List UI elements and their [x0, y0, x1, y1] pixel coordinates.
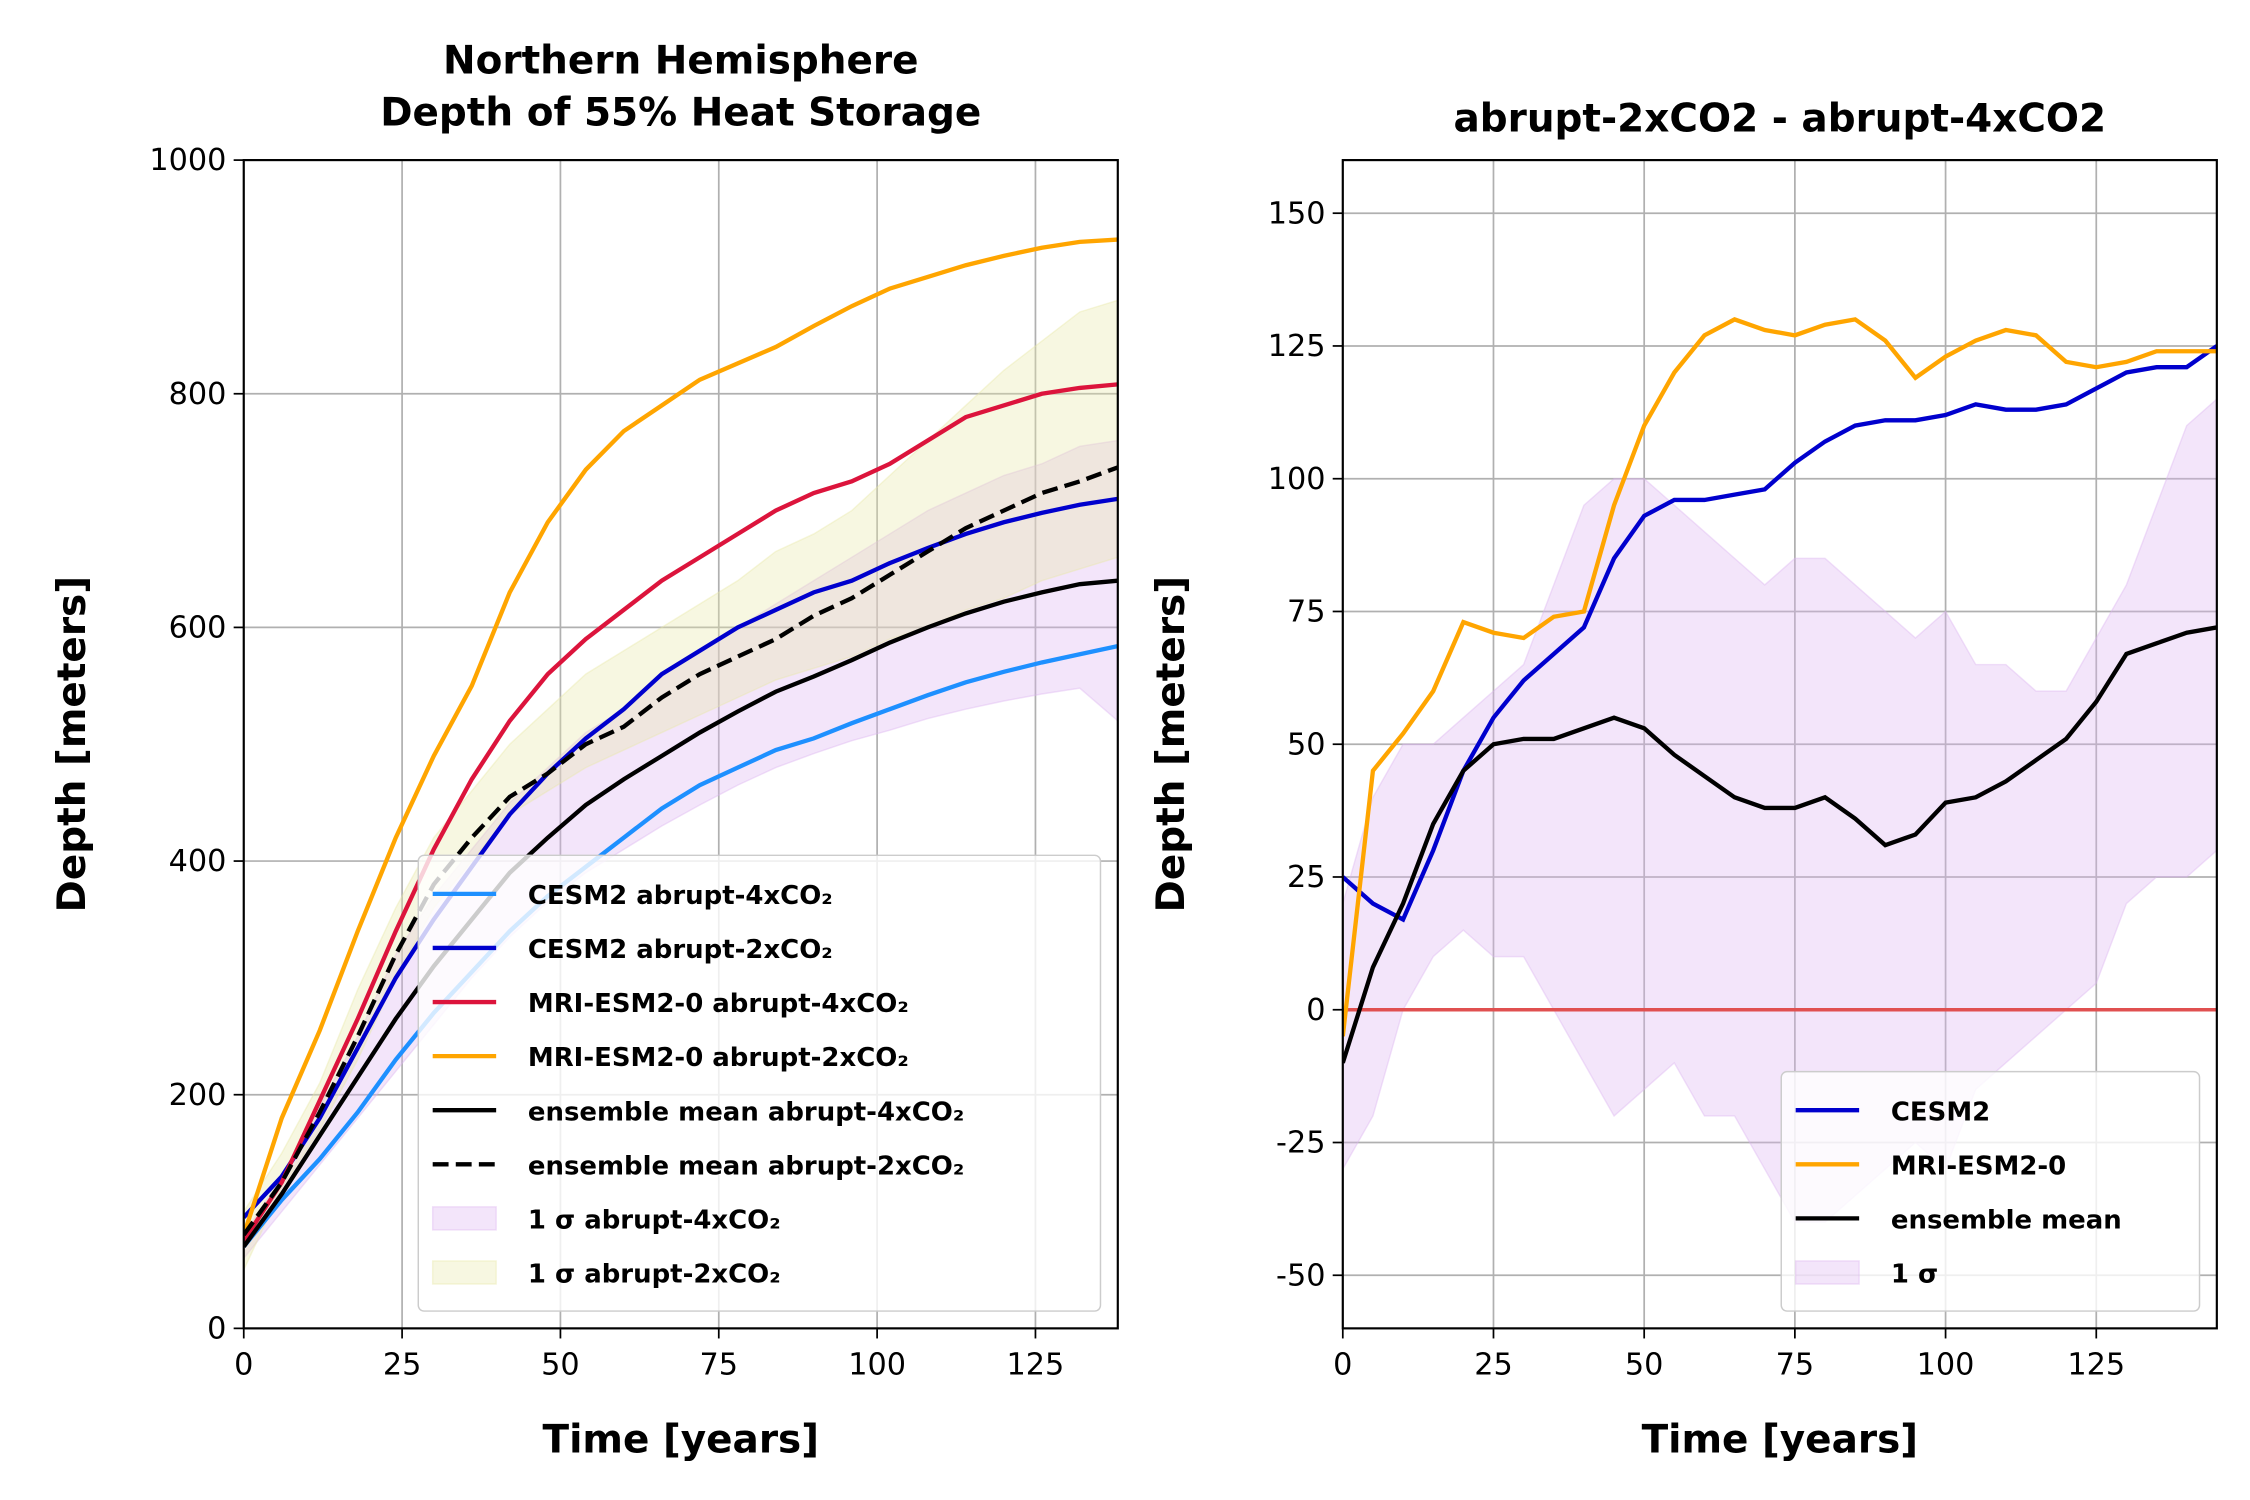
legend-label: 1 σ abrupt-2xCO₂	[528, 1260, 781, 1290]
y-tick-label: 600	[169, 611, 227, 646]
axes-frame	[1341, 159, 2218, 1330]
series-line	[1342, 317, 2217, 1037]
legend-label: CESM2 abrupt-4xCO₂	[528, 881, 833, 911]
legend-label: ensemble mean abrupt-2xCO₂	[528, 1151, 964, 1181]
y-tick-label: 50	[1287, 727, 1326, 762]
x-tick-label: 0	[1333, 1348, 1352, 1383]
legend-label: MRI-ESM2-0 abrupt-4xCO₂	[528, 989, 909, 1019]
legend-label: CESM2 abrupt-2xCO₂	[528, 935, 833, 965]
legend-label: CESM2	[1891, 1097, 1990, 1127]
x-tick-label: 100	[848, 1348, 906, 1383]
y-tick-label: 800	[169, 377, 227, 412]
chart-title: Depth of 55% Heat Storage	[380, 90, 981, 135]
x-tick-label: 0	[234, 1348, 253, 1383]
y-tick-label: 0	[1306, 993, 1325, 1028]
x-tick-label: 25	[1474, 1348, 1513, 1383]
y-tick-label: -25	[1276, 1126, 1325, 1161]
x-tick-label: 125	[2067, 1348, 2125, 1383]
series-line	[1342, 625, 2217, 1064]
x-axis-label: Time [years]	[1642, 1417, 1918, 1462]
series-line	[243, 237, 1118, 1236]
y-tick-label: 150	[1268, 196, 1326, 231]
legend-label: ensemble mean	[1891, 1205, 2122, 1235]
chart-title: Northern Hemisphere	[443, 39, 918, 84]
y-tick-label: 1000	[149, 143, 226, 178]
x-tick-label: 50	[541, 1348, 580, 1383]
legend-label: MRI-ESM2-0	[1891, 1151, 2066, 1181]
x-tick-label: 125	[1007, 1348, 1065, 1383]
y-tick-label: 75	[1287, 595, 1326, 630]
x-tick-label: 75	[1776, 1348, 1815, 1383]
series-line	[243, 578, 1118, 1248]
legend: CESM2 MRI-ESM2-0 ensemble mean 1 σ	[1780, 1070, 2201, 1312]
legend-label: 1 σ	[1891, 1260, 1938, 1290]
series-line	[243, 465, 1118, 1237]
legend: CESM2 abrupt-4xCO₂ CESM2 abrupt-2xCO₂ MRI-…	[417, 854, 1102, 1312]
legend-swatch	[1794, 1260, 1860, 1285]
y-tick-label: -50	[1276, 1258, 1325, 1293]
plot: abrupt-2xCO2 - abrupt-4xCO2 Time [years] D…	[1149, 96, 2218, 1462]
legend-swatch	[431, 1260, 497, 1285]
y-tick-label: 0	[207, 1311, 226, 1346]
x-tick-label: 75	[700, 1348, 739, 1383]
y-tick-label: 400	[169, 844, 227, 879]
y-axis-label: Depth [meters]	[50, 576, 95, 912]
plot-area	[243, 237, 1118, 1271]
y-tick-label: 25	[1287, 860, 1326, 895]
axes-frame	[242, 159, 1119, 1330]
chart-title: abrupt-2xCO2 - abrupt-4xCO2	[1453, 96, 2106, 141]
series-line	[243, 643, 1118, 1248]
plot: Northern Hemisphere Depth of 55% Heat Sto…	[50, 39, 1119, 1462]
legend-label: 1 σ abrupt-4xCO₂	[528, 1205, 781, 1235]
x-axis-label: Time [years]	[543, 1417, 819, 1462]
legend-box	[417, 854, 1102, 1312]
plot-area	[1342, 317, 2217, 1223]
y-axis-label: Depth [meters]	[1149, 576, 1194, 912]
legend-box	[1780, 1070, 2201, 1312]
y-tick-label: 125	[1268, 329, 1326, 364]
series-line	[1342, 344, 2217, 923]
y-tick-label: 100	[1268, 462, 1326, 497]
legend-label: ensemble mean abrupt-4xCO₂	[528, 1097, 964, 1127]
x-tick-label: 25	[383, 1348, 422, 1383]
legend-swatch	[431, 1206, 497, 1231]
series-line	[243, 496, 1118, 1219]
y-tick-label: 200	[169, 1078, 227, 1113]
series-line	[243, 382, 1118, 1242]
x-tick-label: 50	[1625, 1348, 1664, 1383]
x-tick-label: 100	[1917, 1348, 1975, 1383]
sigma-band	[1342, 398, 2217, 1223]
legend-label: MRI-ESM2-0 abrupt-2xCO₂	[528, 1043, 909, 1073]
